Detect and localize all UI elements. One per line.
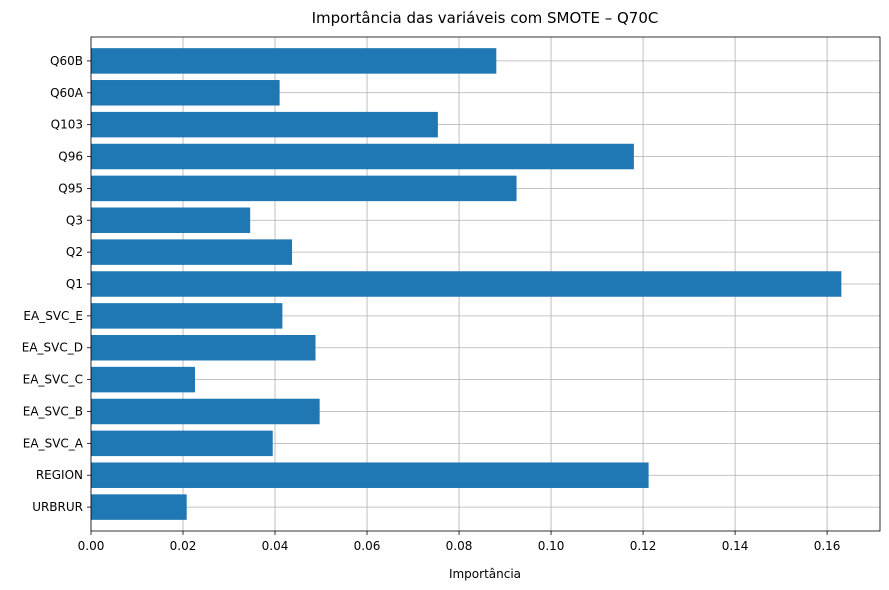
chart-title: Importância das variáveis com SMOTE – Q7… [312, 9, 659, 27]
y-tick-label: EA_SVC_D [22, 341, 83, 355]
bar-urbrur [91, 494, 187, 520]
y-tick-label: REGION [36, 468, 83, 482]
y-tick-label: Q1 [66, 277, 83, 291]
bar-region [91, 462, 649, 488]
bar-q2 [91, 239, 293, 265]
x-tick-label: 0.04 [262, 539, 289, 553]
bar-ea-svc-a [91, 430, 273, 457]
y-tick-label: EA_SVC_C [23, 373, 83, 387]
y-tick-label: Q2 [66, 245, 83, 259]
bar-ea-svc-d [91, 334, 316, 361]
bar-q96 [91, 143, 634, 170]
x-tick-label: 0.14 [722, 539, 749, 553]
bar-q95 [91, 175, 517, 202]
y-tick-label: URBRUR [32, 500, 83, 514]
bar-ea-svc-c [91, 366, 195, 393]
bars [91, 48, 842, 520]
x-tick-label: 0.16 [814, 539, 841, 553]
bar-q1 [91, 271, 842, 297]
x-tick-label: 0.00 [78, 539, 105, 553]
y-tick-label: Q95 [58, 181, 83, 195]
y-tick-label: EA_SVC_B [23, 404, 83, 418]
y-tick-label: Q60A [50, 86, 84, 100]
y-tick-label: Q103 [51, 118, 83, 132]
bar-q60a [91, 80, 280, 106]
y-tick-label: Q3 [66, 213, 83, 227]
y-tick-label: Q96 [58, 150, 83, 164]
bar-q60b [91, 48, 497, 74]
bar-q3 [91, 207, 251, 234]
y-tick-label: EA_SVC_E [23, 309, 83, 323]
x-tick-label: 0.10 [538, 539, 565, 553]
x-tick-label: 0.02 [170, 539, 197, 553]
y-tick-label: Q60B [50, 54, 83, 68]
x-tick-label: 0.08 [446, 539, 473, 553]
x-tick-label: 0.12 [630, 539, 657, 553]
bar-ea-svc-e [91, 303, 283, 329]
x-axis-label: Importância [449, 567, 521, 581]
y-tick-label: EA_SVC_A [23, 436, 84, 450]
x-tick-label: 0.06 [354, 539, 381, 553]
bar-ea-svc-b [91, 398, 320, 425]
plot-frame [90, 36, 881, 532]
bar-q103 [91, 111, 438, 138]
axes: 0.00 0.02 0.04 0.06 0.08 0.10 0.12 0.14 0.16 URBR… [22, 36, 881, 553]
